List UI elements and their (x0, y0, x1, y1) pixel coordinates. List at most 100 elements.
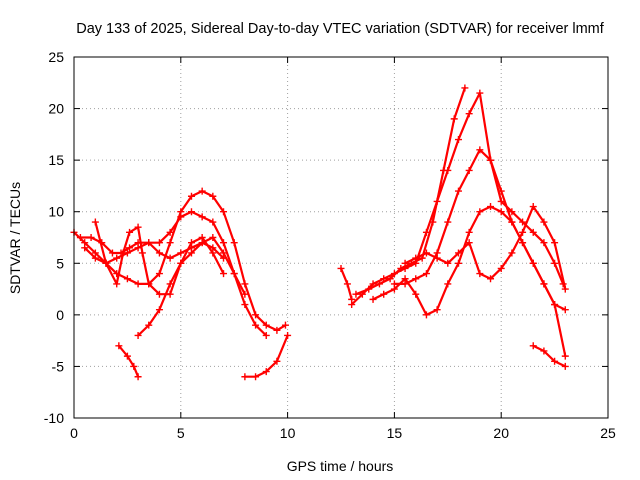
data-point-marker (337, 264, 345, 272)
data-point-marker (352, 290, 360, 298)
data-point-marker (177, 259, 185, 267)
data-point-marker (198, 239, 206, 247)
data-point-marker (540, 280, 548, 288)
y-tick-label: 0 (56, 307, 64, 323)
data-point-marker (433, 306, 441, 314)
x-axis-label: GPS time / hours (287, 458, 394, 474)
data-point-marker (487, 275, 495, 283)
data-point-marker (87, 234, 95, 241)
data-point-marker (497, 264, 505, 272)
data-point-marker (91, 218, 99, 226)
series-arc-7 (241, 331, 292, 381)
data-point-marker (561, 285, 569, 293)
data-point-marker (273, 326, 281, 334)
x-tick-label: 25 (600, 425, 616, 441)
data-point-marker (209, 192, 217, 200)
data-point-marker (422, 311, 430, 319)
data-point-marker (187, 249, 195, 257)
data-point-marker (529, 342, 537, 350)
data-point-marker (422, 270, 430, 278)
data-point-marker (551, 301, 559, 309)
data-point-marker (209, 218, 217, 226)
data-point-marker (450, 115, 458, 123)
data-point-marker (134, 331, 142, 339)
data-point-marker (497, 187, 505, 195)
y-tick-label: 20 (48, 101, 64, 117)
data-point-marker (386, 275, 394, 283)
x-tick-label: 20 (493, 425, 509, 441)
data-point-marker (166, 280, 174, 288)
data-point-marker (220, 239, 228, 247)
series-arc-4 (91, 218, 228, 298)
data-point-marker (380, 290, 388, 298)
data-point-marker (130, 362, 138, 370)
data-point-marker (476, 208, 484, 216)
data-point-marker (187, 239, 195, 247)
data-point-marker (465, 166, 473, 174)
series-arc-13 (401, 203, 569, 293)
data-point-marker (433, 254, 441, 262)
data-point-marker (476, 270, 484, 278)
data-point-marker (155, 239, 163, 247)
data-point-marker (220, 270, 228, 278)
series-arc-8 (337, 264, 356, 303)
data-point-marker (102, 259, 110, 267)
data-point-marker (561, 362, 569, 370)
series-line (371, 205, 567, 316)
data-point-marker (273, 357, 281, 365)
data-point-marker (81, 244, 89, 252)
data-point-marker (508, 218, 516, 226)
data-point-marker (91, 254, 99, 262)
data-point-marker (198, 213, 206, 221)
data-point-marker (401, 280, 409, 288)
series-arc-5 (115, 342, 142, 381)
data-point-marker (145, 280, 153, 288)
y-tick-label: 10 (48, 204, 64, 220)
data-point-marker (519, 228, 527, 236)
data-point-marker (476, 146, 484, 154)
data-point-marker (508, 249, 516, 257)
data-point-marker (497, 197, 505, 205)
data-point-marker (126, 228, 134, 236)
data-point-marker (252, 311, 260, 319)
data-point-marker (487, 156, 495, 164)
data-point-marker (262, 331, 270, 339)
series-line (117, 344, 140, 378)
data-point-marker (497, 208, 505, 216)
data-point-marker (281, 321, 289, 329)
x-tick-label: 5 (177, 425, 185, 441)
y-tick-label: 15 (48, 152, 64, 168)
data-point-marker (529, 228, 537, 236)
data-point-marker (155, 290, 163, 298)
data-point-marker (119, 249, 127, 257)
data-point-marker (198, 187, 206, 195)
data-point-marker (454, 136, 462, 144)
data-point-marker (529, 259, 537, 267)
data-point-marker (390, 280, 398, 288)
data-point-marker (262, 321, 270, 329)
data-point-marker (187, 192, 195, 200)
data-point-marker (369, 295, 377, 303)
data-point-marker (440, 166, 448, 174)
data-point-marker (444, 259, 452, 267)
data-point-marker (412, 290, 420, 298)
data-point-marker (241, 373, 249, 381)
data-point-marker (145, 321, 153, 329)
data-point-marker (166, 228, 174, 236)
data-point-marker (551, 357, 559, 365)
data-point-marker (454, 249, 462, 257)
series-line (350, 91, 565, 306)
data-point-marker (519, 218, 527, 226)
x-tick-label: 10 (280, 425, 296, 441)
series-arc-11 (369, 203, 569, 319)
data-point-marker (412, 275, 420, 283)
data-point-marker (476, 89, 484, 97)
data-point-marker (155, 306, 163, 314)
data-point-marker (241, 280, 249, 288)
y-tick-label: 25 (48, 49, 64, 65)
data-point-marker (551, 259, 559, 267)
data-point-marker (444, 218, 452, 226)
plot-frame (73, 56, 609, 419)
data-point-marker (540, 239, 548, 247)
